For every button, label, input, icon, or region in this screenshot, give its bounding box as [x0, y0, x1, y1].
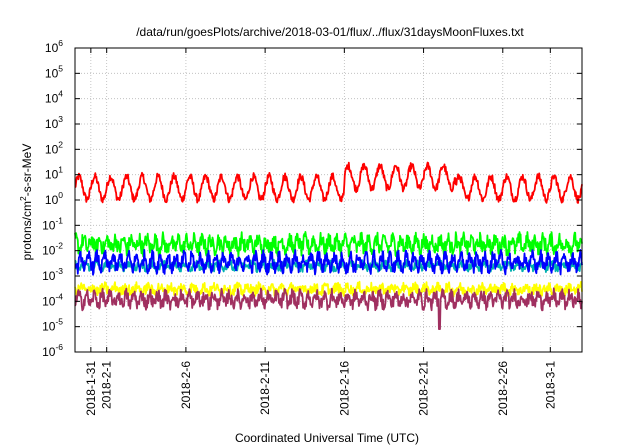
- x-tick-labels: 2018-1-31 2018-2-1 2018-2-6 2018-2-11 2018-2…: [84, 361, 557, 416]
- series-line: [74, 230, 583, 258]
- y-tick-label: 10-6: [42, 342, 63, 359]
- y-tick-exponent: 0: [58, 190, 63, 200]
- y-tick-base: 10: [42, 218, 56, 232]
- y-tick-base: 10: [45, 193, 59, 207]
- y-tick-exponent: -6: [55, 342, 63, 352]
- y-tick-base: 10: [45, 92, 59, 106]
- series-layer: [74, 161, 583, 331]
- y-tick-label: 103: [45, 114, 63, 131]
- y-tick-base: 10: [42, 269, 56, 283]
- y-axis-label: protons/cm2-s-sr-MeV: [18, 144, 34, 261]
- y-tick-base: 10: [45, 66, 59, 80]
- x-tick-label: 2018-2-16: [337, 361, 351, 416]
- x-tick-label: 2018-2-6: [179, 361, 193, 409]
- y-tick-label: 102: [45, 139, 63, 156]
- x-tick-label: 2018-2-1: [100, 361, 114, 409]
- y-tick-label: 10-3: [42, 266, 63, 283]
- y-tick-labels: 10-610-510-410-310-210-11001011021031041…: [42, 38, 63, 359]
- y-tick-exponent: -2: [55, 241, 63, 251]
- series-line: [74, 161, 583, 204]
- x-axis-label: Coordinated Universal Time (UTC): [235, 431, 419, 445]
- y-tick-label: 10-2: [42, 241, 63, 258]
- y-tick-base: 10: [45, 117, 59, 131]
- y-tick-base: 10: [42, 244, 56, 258]
- y-tick-exponent: -3: [55, 266, 63, 276]
- series-line: [74, 287, 583, 331]
- y-tick-exponent: -5: [55, 317, 63, 327]
- chart-title: /data/run/goesPlots/archive/2018-03-01/f…: [136, 25, 524, 39]
- series-line: [74, 248, 583, 276]
- y-tick-base: 10: [42, 345, 56, 359]
- series-line: [74, 280, 583, 298]
- y-tick-exponent: 1: [58, 165, 63, 175]
- y-tick-exponent: 3: [58, 114, 63, 124]
- y-tick-label: 104: [45, 89, 63, 106]
- x-tick-label: 2018-2-21: [417, 361, 431, 416]
- y-tick-label: 10-5: [42, 317, 63, 334]
- y-tick-label: 100: [45, 190, 63, 207]
- y-tick-label: 105: [45, 63, 63, 80]
- y-tick-base: 10: [45, 142, 59, 156]
- y-tick-exponent: -4: [55, 291, 63, 301]
- y-tick-base: 10: [42, 294, 56, 308]
- y-tick-label: 10-4: [42, 291, 63, 308]
- y-tick-label: 101: [45, 165, 63, 182]
- y-tick-label: 106: [45, 38, 63, 55]
- x-tick-label: 2018-1-31: [84, 361, 98, 416]
- x-tick-label: 2018-2-26: [496, 361, 510, 416]
- y-tick-base: 10: [42, 320, 56, 334]
- y-tick-base: 10: [45, 168, 59, 182]
- x-tick-label: 2018-2-11: [258, 361, 272, 415]
- y-tick-exponent: 6: [58, 38, 63, 48]
- y-tick-exponent: -1: [55, 215, 63, 225]
- x-tick-label: 2018-3-1: [543, 361, 557, 409]
- tick-marks: [75, 47, 582, 353]
- y-tick-label: 10-1: [42, 215, 63, 232]
- y-tick-base: 10: [45, 41, 59, 55]
- y-tick-exponent: 2: [58, 139, 63, 149]
- y-tick-exponent: 4: [58, 89, 63, 99]
- y-tick-exponent: 5: [58, 63, 63, 73]
